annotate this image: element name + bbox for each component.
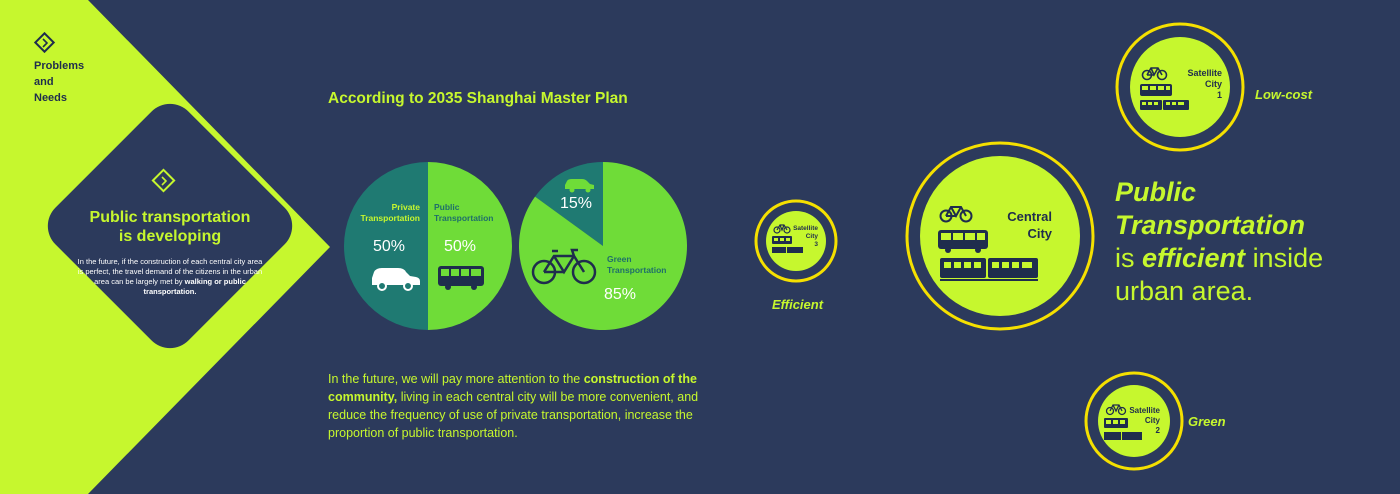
pie1-public-label: Public Transportation (434, 202, 494, 224)
label-line: 1 (1216, 90, 1222, 100)
pie1-private-value: 50% (373, 238, 406, 255)
car-icon (372, 268, 420, 291)
statement-line: urban area. (1115, 276, 1254, 306)
pie1-public-value: 50% (444, 238, 477, 255)
statement-text: is (1115, 243, 1135, 273)
card-body-bold: walking or public transportation. (143, 277, 246, 296)
statement-line: is efficient inside (1115, 242, 1385, 275)
bicycle-icon (1141, 67, 1168, 81)
bicycle-icon (531, 248, 597, 285)
tag-line: and (34, 76, 54, 88)
label-line: Public (434, 202, 460, 212)
bus-icon (438, 266, 484, 290)
label-line: 3 (814, 241, 818, 248)
section-tag: Problems and Needs (34, 58, 84, 106)
pie2-private-value: 15% (560, 195, 593, 212)
card-body: In the future, if the construction of ea… (74, 257, 266, 297)
efficiency-statement: Public Transportation is efficient insid… (1115, 176, 1385, 308)
label-line: 2 (1155, 426, 1160, 435)
label-line: Satellite (1187, 68, 1222, 78)
train-icon (940, 258, 1038, 281)
label-line: Private (391, 202, 420, 212)
bus-icon (1140, 84, 1172, 96)
train-icon (772, 247, 803, 253)
diamond-card-icon (151, 168, 176, 193)
label-line: City (1144, 416, 1160, 425)
bicycle-icon (939, 206, 973, 223)
green-label: Green (1188, 414, 1226, 429)
label-line: Central (1007, 209, 1052, 224)
satellite-city-1-circle (1115, 22, 1245, 152)
card-title: Public transportation is developing (70, 208, 270, 246)
paragraph-text: living in each central city will be more… (328, 390, 699, 440)
bus-icon (1104, 418, 1128, 428)
label-line: Satellite (1129, 406, 1160, 415)
statement-text: inside (1252, 243, 1324, 273)
card-body-text: In the future, if the construction of ea… (77, 257, 263, 286)
pie-charts (344, 162, 687, 330)
bus-icon (938, 230, 988, 253)
future-paragraph: In the future, we will pay more attentio… (328, 370, 728, 442)
central-city-label: Central City (990, 208, 1052, 242)
bus-icon (772, 236, 792, 244)
low-cost-label: Low-cost (1255, 87, 1313, 102)
label-line: City (805, 233, 818, 240)
tag-line: Needs (34, 92, 68, 104)
label-line: Transportation (607, 265, 667, 275)
train-icon (1140, 100, 1189, 110)
label-line: City (1204, 79, 1222, 89)
paragraph-text: In the future, we will pay more attentio… (328, 372, 581, 386)
master-plan-heading: According to 2035 Shanghai Master Plan (328, 90, 628, 107)
card-title-line: Public transportation (89, 209, 251, 226)
statement-emphasis: efficient (1142, 243, 1246, 273)
satellite-city-1-label: Satellite City 1 (1176, 68, 1222, 101)
paragraph-bold: construction of the community, (328, 372, 697, 404)
label-line: Transportation (360, 213, 420, 223)
pie-slice-green-transportation (519, 162, 687, 330)
statement-line: Transportation (1115, 210, 1306, 240)
pie2-green-label: Green Transportation (607, 254, 667, 276)
label-line: Transportation (434, 213, 494, 223)
label-line: Green (607, 254, 632, 264)
label-line: City (1027, 226, 1052, 241)
satellite-city-3-label: Satellite City 3 (790, 225, 818, 249)
train-icon (1104, 432, 1142, 440)
efficient-label: Efficient (772, 297, 824, 312)
card-title-line: is developing (118, 228, 222, 245)
statement-line: Public (1115, 177, 1197, 207)
pie1-private-label: Private Transportation (356, 202, 420, 224)
pie2-green-value: 85% (604, 286, 637, 303)
tag-line: Problems (34, 60, 85, 72)
satellite-city-2-label: Satellite City 2 (1118, 406, 1160, 436)
bicycle-icon (773, 224, 791, 234)
label-line: Satellite (793, 225, 818, 232)
bicycle-icon (1105, 404, 1127, 416)
car-icon (565, 179, 594, 193)
diamond-logo-icon (33, 31, 56, 54)
